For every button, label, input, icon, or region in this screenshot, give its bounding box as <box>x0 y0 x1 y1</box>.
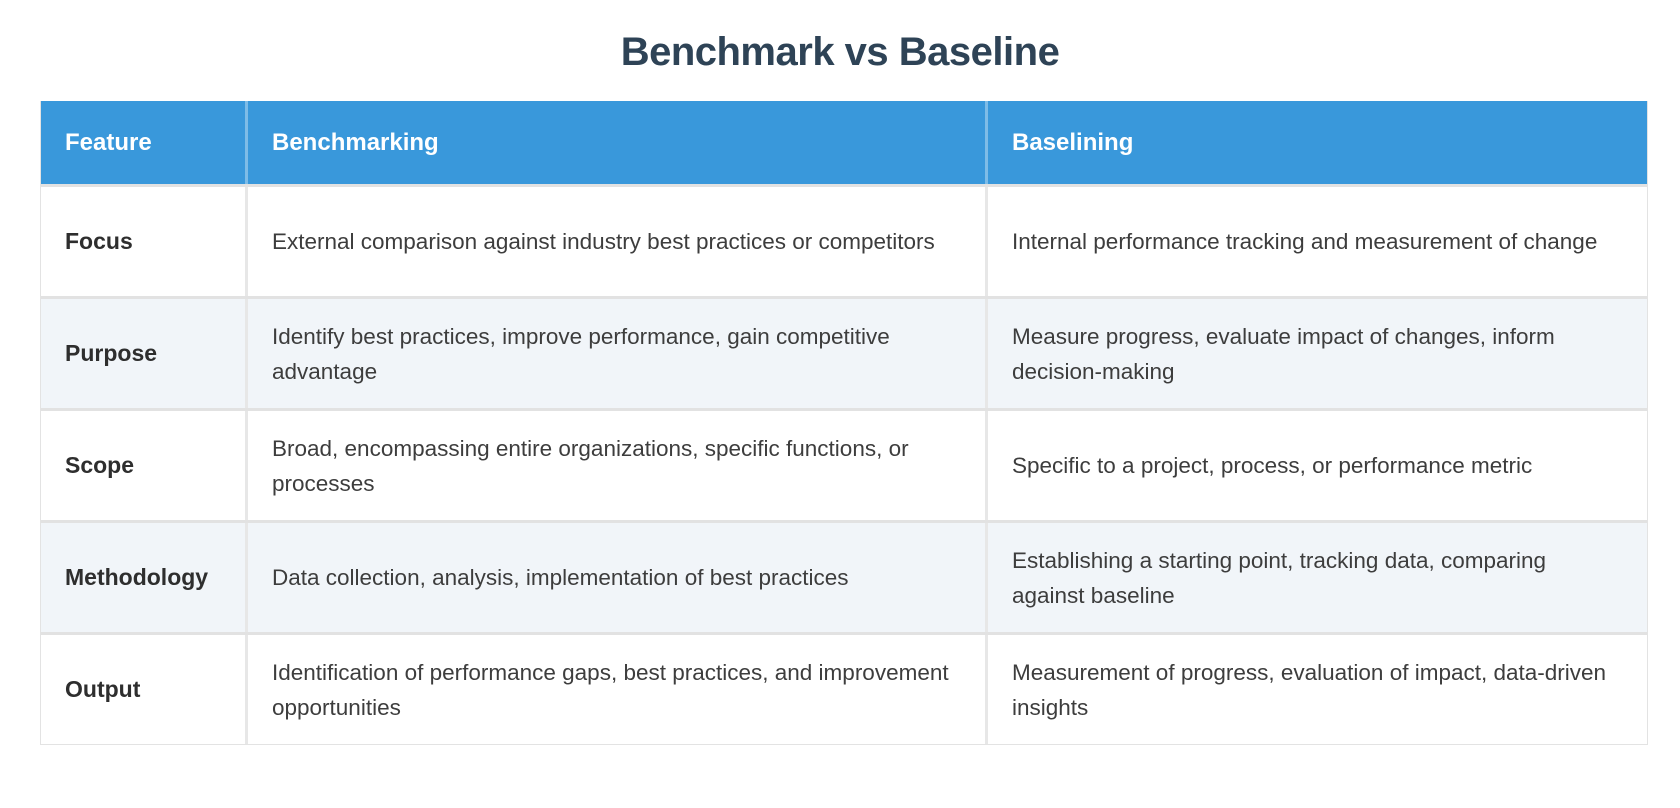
column-header-baselining: Baselining <box>985 101 1647 184</box>
benchmarking-cell: Data collection, analysis, implementatio… <box>245 523 985 632</box>
feature-cell: Output <box>65 676 141 702</box>
benchmarking-cell: External comparison against industry bes… <box>245 187 985 296</box>
page-title: Benchmark vs Baseline <box>620 30 1060 74</box>
baselining-cell: Measurement of progress, evaluation of i… <box>985 635 1647 744</box>
feature-cell: Purpose <box>65 340 158 366</box>
table-row-focus: Focus External comparison against indust… <box>41 184 1647 296</box>
baselining-cell: Measure progress, evaluate impact of cha… <box>985 299 1647 408</box>
benchmarking-cell: Broad, encompassing entire organizations… <box>245 411 985 520</box>
table-row-purpose: Purpose Identify best practices, improve… <box>41 296 1647 408</box>
table-row-scope: Scope Broad, encompassing entire organiz… <box>41 408 1647 520</box>
feature-cell: Methodology <box>65 564 209 590</box>
baselining-cell: Establishing a starting point, tracking … <box>985 523 1647 632</box>
table-row-output: Output Identification of performance gap… <box>41 632 1647 744</box>
feature-cell: Scope <box>65 452 135 478</box>
benchmarking-cell: Identification of performance gaps, best… <box>245 635 985 744</box>
table-row-methodology: Methodology Data collection, analysis, i… <box>41 520 1647 632</box>
baselining-cell: Specific to a project, process, or perfo… <box>985 411 1647 520</box>
column-header-benchmarking: Benchmarking <box>245 101 985 184</box>
benchmarking-cell: Identify best practices, improve perform… <box>245 299 985 408</box>
table-header-row: Feature Benchmarking Baselining <box>41 101 1647 184</box>
column-header-feature: Feature <box>65 128 152 156</box>
feature-cell: Focus <box>65 228 133 254</box>
comparison-table: Feature Benchmarking Baselining Focus Ex… <box>40 101 1648 745</box>
baselining-cell: Internal performance tracking and measur… <box>985 187 1647 296</box>
